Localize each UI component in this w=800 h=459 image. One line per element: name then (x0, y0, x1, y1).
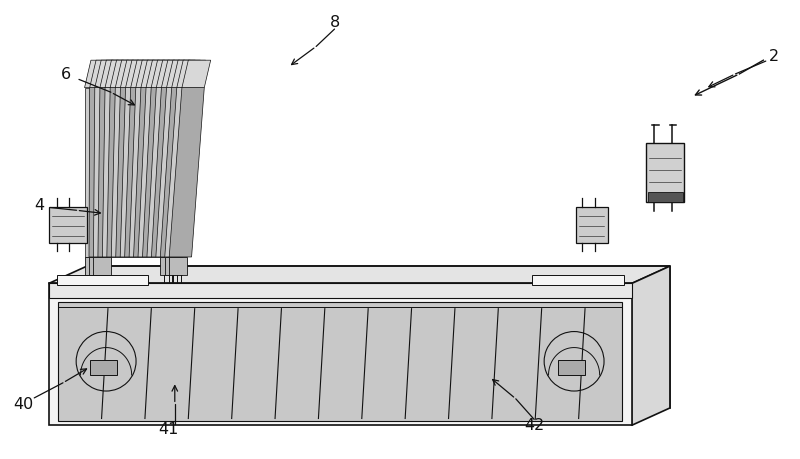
Polygon shape (100, 60, 129, 88)
Polygon shape (102, 88, 127, 257)
Polygon shape (166, 60, 195, 88)
Polygon shape (156, 88, 189, 257)
Polygon shape (151, 60, 180, 88)
Polygon shape (165, 88, 199, 257)
Polygon shape (172, 60, 201, 88)
Bar (89, 257, 106, 275)
Polygon shape (162, 60, 190, 88)
Bar (49, 207, 87, 243)
Bar (85, 257, 102, 275)
Polygon shape (105, 60, 134, 88)
Text: 41: 41 (158, 422, 178, 437)
Polygon shape (49, 266, 670, 284)
Polygon shape (136, 60, 165, 88)
Polygon shape (142, 88, 174, 257)
Bar (558, 360, 586, 375)
Bar (58, 302, 622, 421)
Polygon shape (177, 60, 206, 88)
Polygon shape (134, 88, 163, 257)
Bar (646, 143, 684, 202)
Bar (49, 284, 631, 425)
Polygon shape (87, 266, 670, 408)
Text: 4: 4 (34, 198, 44, 213)
Polygon shape (160, 88, 194, 257)
Polygon shape (94, 60, 123, 88)
Polygon shape (170, 88, 204, 257)
Polygon shape (129, 88, 158, 257)
Polygon shape (90, 60, 118, 88)
Polygon shape (89, 88, 112, 257)
Polygon shape (120, 88, 148, 257)
Polygon shape (85, 88, 107, 257)
Polygon shape (147, 88, 178, 257)
Polygon shape (156, 60, 185, 88)
Text: 40: 40 (13, 397, 33, 412)
Bar (170, 257, 186, 275)
Bar (49, 284, 631, 298)
Polygon shape (121, 60, 149, 88)
Bar (165, 257, 182, 275)
Text: 2: 2 (769, 49, 779, 64)
Polygon shape (126, 60, 154, 88)
Polygon shape (110, 60, 139, 88)
Polygon shape (146, 60, 174, 88)
Polygon shape (138, 88, 169, 257)
Bar (647, 192, 682, 202)
Bar (57, 275, 149, 285)
Polygon shape (115, 60, 144, 88)
Polygon shape (111, 88, 138, 257)
Polygon shape (141, 60, 170, 88)
Text: 8: 8 (330, 15, 340, 30)
Text: 42: 42 (524, 418, 544, 433)
Polygon shape (98, 88, 122, 257)
Polygon shape (130, 60, 159, 88)
Polygon shape (94, 88, 117, 257)
Bar (532, 275, 624, 285)
Bar (576, 207, 608, 243)
Bar (90, 360, 118, 375)
Polygon shape (631, 266, 670, 425)
Bar (160, 257, 178, 275)
Polygon shape (182, 60, 210, 88)
Polygon shape (107, 88, 133, 257)
Text: 6: 6 (61, 67, 71, 82)
Bar (94, 257, 111, 275)
Polygon shape (116, 88, 142, 257)
Polygon shape (85, 60, 114, 88)
Polygon shape (125, 88, 153, 257)
Polygon shape (151, 88, 184, 257)
